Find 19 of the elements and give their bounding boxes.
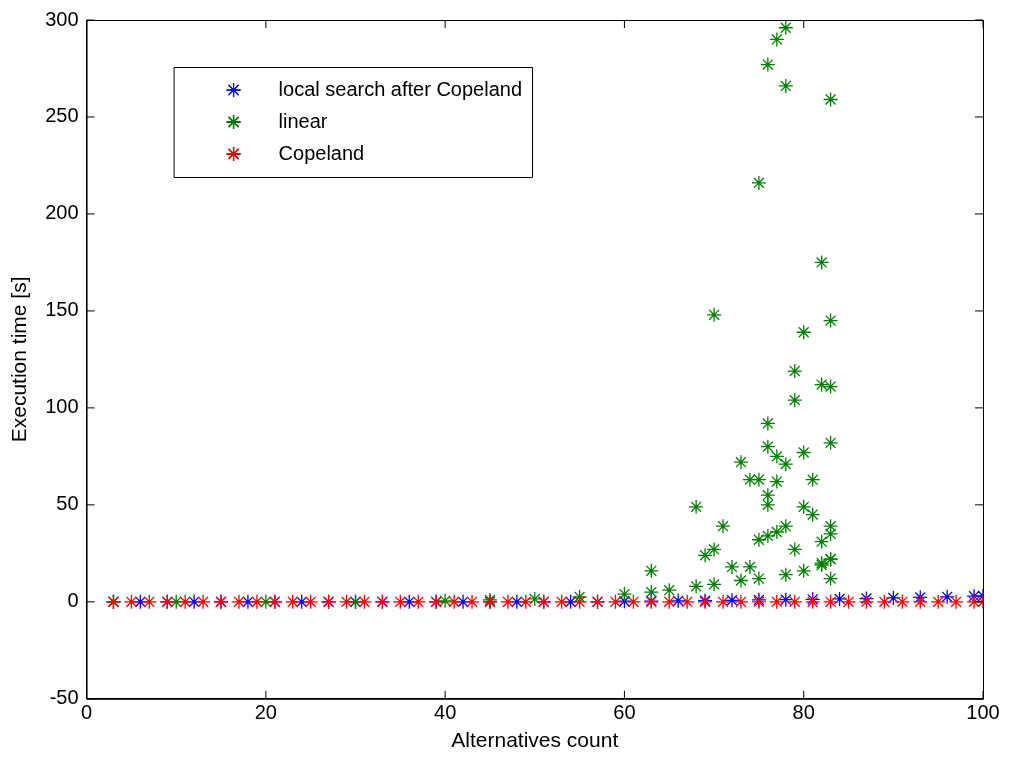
x-tick-label: 0 [81, 701, 93, 724]
x-tick-label: 100 [966, 701, 1000, 724]
x-tick-label: 20 [254, 701, 277, 724]
y-tick-label: 200 [45, 201, 79, 224]
y-tick-label: 100 [45, 395, 79, 418]
legend-label: local search after Copeland [278, 77, 523, 100]
x-tick-label: 60 [613, 701, 636, 724]
y-axis-title: Execution time [s] [7, 276, 31, 443]
y-tick-label: 50 [56, 492, 79, 515]
x-tick-label: 80 [792, 701, 815, 724]
y-tick-label: 0 [67, 589, 79, 612]
x-axis-title: Alternatives count [451, 728, 619, 752]
y-tick-label: 150 [45, 298, 79, 321]
x-tick-label: 40 [434, 701, 457, 724]
legend-label: linear [278, 109, 328, 132]
y-tick-label: 250 [45, 104, 79, 127]
y-tick-label: -50 [49, 686, 79, 709]
legend-label: Copeland [278, 141, 365, 164]
y-tick-label: 300 [45, 7, 79, 30]
